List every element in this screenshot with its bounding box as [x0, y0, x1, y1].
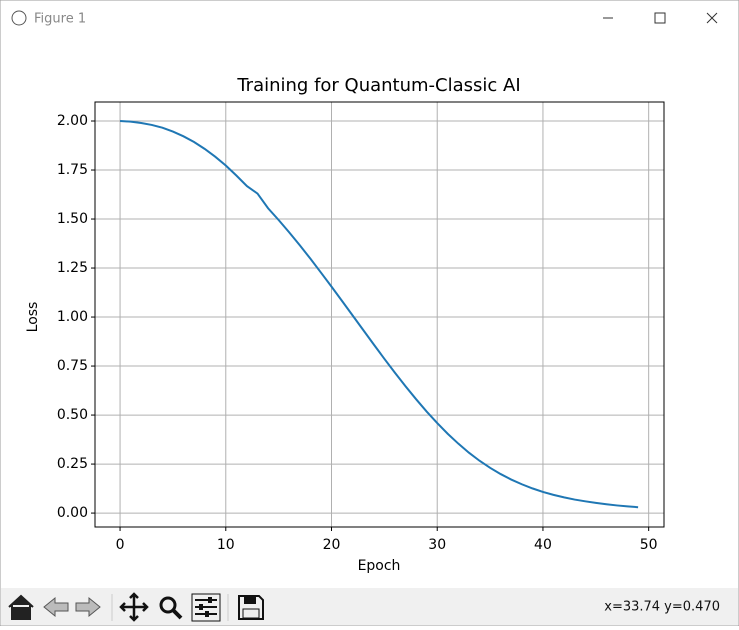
configure-button[interactable] — [191, 593, 221, 622]
x-tick-label: 0 — [116, 537, 125, 553]
x-tick-label: 50 — [640, 537, 658, 553]
y-tick-label: 1.25 — [57, 260, 88, 276]
x-tick-label: 30 — [428, 537, 446, 553]
maximize-button[interactable] — [654, 12, 666, 24]
x-tick-label: 40 — [534, 537, 552, 553]
window-title: Figure 1 — [34, 12, 86, 27]
y-tick-label: 1.50 — [57, 211, 88, 227]
zoom-button[interactable] — [159, 596, 183, 620]
x-axis-label: Epoch — [358, 558, 401, 574]
y-tick-label: 0.25 — [57, 456, 88, 472]
y-axis-label: Loss — [25, 302, 41, 333]
close-button[interactable] — [706, 12, 718, 24]
status-text: x=33.74 y=0.470 — [604, 600, 720, 615]
y-tick-label: 2.00 — [57, 113, 88, 129]
y-tick-label: 0.75 — [57, 358, 88, 374]
back-button[interactable] — [43, 596, 69, 618]
x-tick-label: 10 — [217, 537, 235, 553]
forward-button[interactable] — [75, 596, 101, 618]
data-line — [120, 120, 639, 509]
chart-title: Training for Quantum-Classic AI — [236, 75, 520, 96]
pan-button[interactable] — [119, 592, 149, 622]
x-tick-label: 20 — [323, 537, 341, 553]
app-icon — [11, 10, 27, 26]
axes-frame — [94, 101, 665, 528]
save-button[interactable] — [238, 595, 264, 620]
y-tick-label: 0.50 — [57, 407, 88, 423]
y-tick-label: 1.00 — [57, 309, 88, 325]
y-tick-label: 0.00 — [57, 505, 88, 521]
home-button[interactable] — [8, 594, 34, 620]
y-tick-label: 1.75 — [57, 162, 88, 178]
